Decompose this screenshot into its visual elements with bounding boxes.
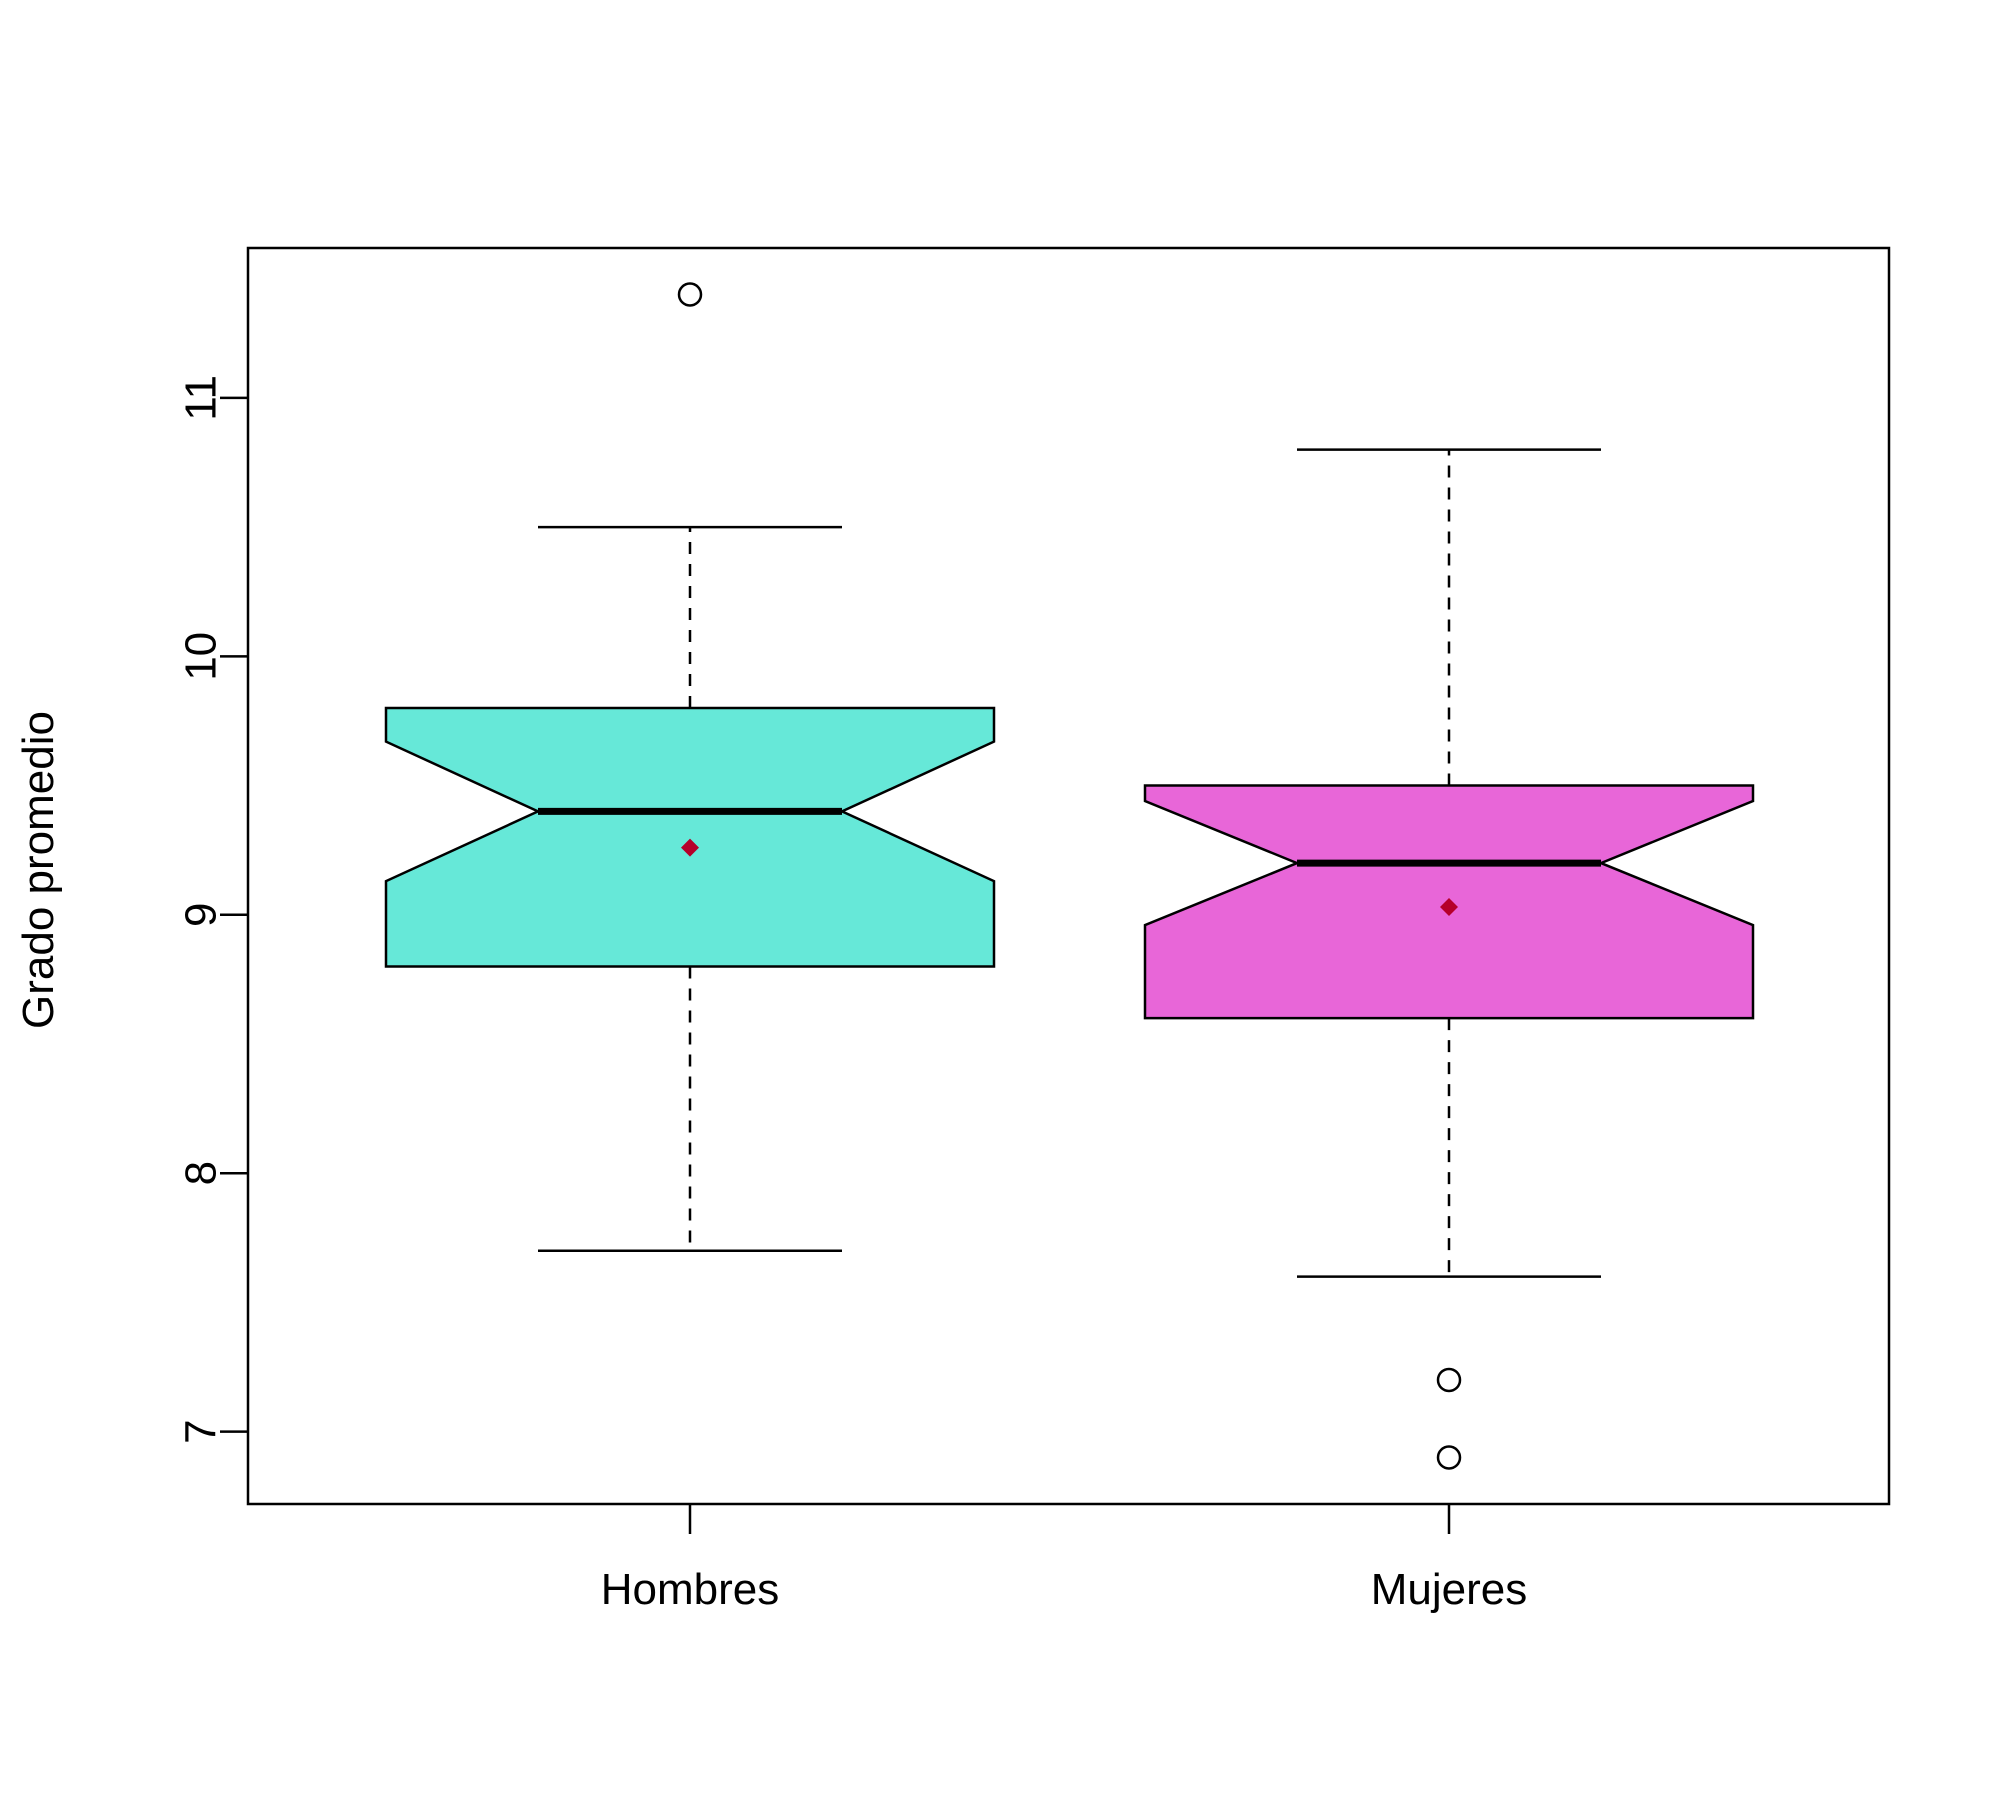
notched-box: [384, 706, 996, 968]
plot-area: [246, 246, 1891, 1506]
box-hombres: [384, 282, 996, 1252]
y-tick-label: 7: [176, 1419, 225, 1443]
y-tick-label: 10: [176, 632, 225, 681]
y-tick-label: 9: [176, 903, 225, 927]
x-tick-label: Hombres: [601, 1565, 780, 1614]
outlier-point: [1436, 1367, 1462, 1393]
box-mujeres: [1143, 448, 1755, 1470]
y-tick-label: 8: [176, 1161, 225, 1185]
x-tick-label: Mujeres: [1371, 1565, 1528, 1614]
x-axis: Hombres Mujeres: [601, 1504, 1528, 1614]
y-axis-label: Grado promedio: [14, 711, 63, 1029]
y-tick-label: 11: [176, 375, 225, 421]
outlier-point: [1436, 1445, 1462, 1470]
y-axis: 7 8 9 10 11: [176, 375, 248, 1444]
plot-frame: [246, 246, 1891, 1506]
mean-marker: [1440, 898, 1458, 917]
outlier-point: [677, 282, 703, 307]
mean-marker: [681, 838, 699, 857]
